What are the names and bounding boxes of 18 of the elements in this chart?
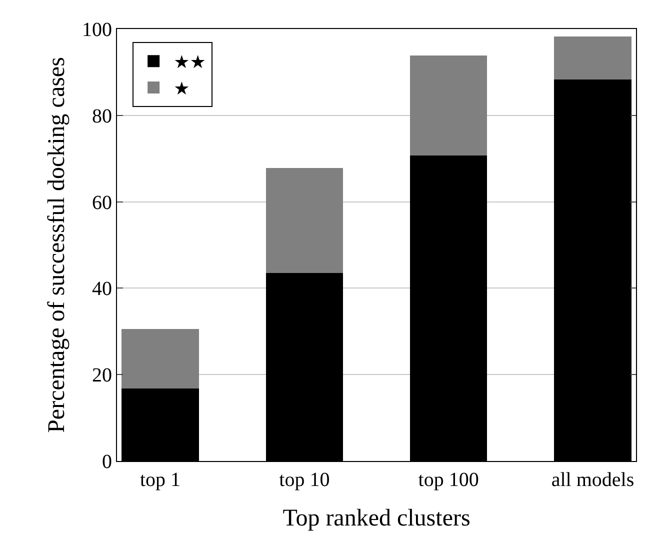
y-axis-title: Percentage of successful docking cases: [44, 57, 70, 433]
x-tick-label: top 100: [418, 469, 479, 491]
bar: [266, 168, 343, 274]
x-axis-title: Top ranked clusters: [282, 505, 470, 532]
legend-label: ★: [174, 78, 190, 100]
legend-label: ★★: [174, 52, 206, 74]
bar: [410, 55, 488, 156]
bar: [122, 328, 199, 388]
y-tick-label: 0: [102, 451, 112, 473]
y-tick-label: 80: [92, 105, 112, 128]
y-tick-label: 60: [92, 192, 112, 214]
y-tick-label: 20: [92, 364, 112, 387]
x-tick-label: top 1: [140, 469, 181, 491]
y-tick-label: 40: [92, 278, 112, 300]
bar: [554, 36, 632, 80]
y-tick-label: 100: [82, 19, 112, 41]
x-tick-label: top 10: [279, 469, 330, 491]
x-tick-label: all models: [551, 469, 634, 491]
